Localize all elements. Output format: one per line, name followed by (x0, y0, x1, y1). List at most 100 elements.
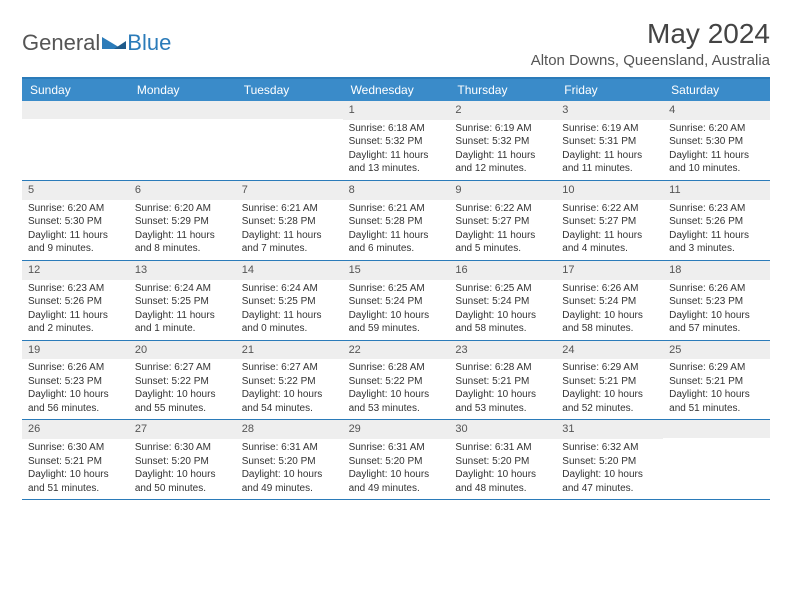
day-header-row: Sunday Monday Tuesday Wednesday Thursday… (22, 79, 770, 101)
day-info: Sunrise: 6:31 AMSunset: 5:20 PMDaylight:… (449, 439, 556, 499)
sunrise-text: Sunrise: 6:20 AM (669, 122, 764, 136)
sunrise-text: Sunrise: 6:31 AM (455, 441, 550, 455)
daylight-text: Daylight: 10 hours and 56 minutes. (28, 388, 123, 415)
day-info: Sunrise: 6:30 AMSunset: 5:20 PMDaylight:… (129, 439, 236, 499)
sunset-text: Sunset: 5:20 PM (242, 455, 337, 469)
sunrise-text: Sunrise: 6:28 AM (349, 361, 444, 375)
day-info: Sunrise: 6:29 AMSunset: 5:21 PMDaylight:… (663, 359, 770, 419)
day-info: Sunrise: 6:21 AMSunset: 5:28 PMDaylight:… (236, 200, 343, 260)
sunset-text: Sunset: 5:21 PM (669, 375, 764, 389)
calendar: Sunday Monday Tuesday Wednesday Thursday… (22, 77, 770, 500)
sunrise-text: Sunrise: 6:30 AM (28, 441, 123, 455)
sunset-text: Sunset: 5:32 PM (349, 135, 444, 149)
day-number: 20 (129, 341, 236, 360)
day-number: 4 (663, 101, 770, 120)
day-cell: 20Sunrise: 6:27 AMSunset: 5:22 PMDayligh… (129, 341, 236, 420)
day-info: Sunrise: 6:27 AMSunset: 5:22 PMDaylight:… (129, 359, 236, 419)
day-number: 23 (449, 341, 556, 360)
day-number: 24 (556, 341, 663, 360)
sunrise-text: Sunrise: 6:21 AM (349, 202, 444, 216)
day-number: 1 (343, 101, 450, 120)
daylight-text: Daylight: 10 hours and 58 minutes. (562, 309, 657, 336)
day-info: Sunrise: 6:20 AMSunset: 5:29 PMDaylight:… (129, 200, 236, 260)
sunset-text: Sunset: 5:20 PM (455, 455, 550, 469)
sunset-text: Sunset: 5:24 PM (349, 295, 444, 309)
daylight-text: Daylight: 11 hours and 3 minutes. (669, 229, 764, 256)
day-info: Sunrise: 6:24 AMSunset: 5:25 PMDaylight:… (129, 280, 236, 340)
sunset-text: Sunset: 5:24 PM (455, 295, 550, 309)
day-cell: 2Sunrise: 6:19 AMSunset: 5:32 PMDaylight… (449, 101, 556, 180)
day-cell: 17Sunrise: 6:26 AMSunset: 5:24 PMDayligh… (556, 261, 663, 340)
sunset-text: Sunset: 5:26 PM (669, 215, 764, 229)
daylight-text: Daylight: 11 hours and 0 minutes. (242, 309, 337, 336)
day-number (129, 101, 236, 119)
day-info: Sunrise: 6:32 AMSunset: 5:20 PMDaylight:… (556, 439, 663, 499)
day-cell: 21Sunrise: 6:27 AMSunset: 5:22 PMDayligh… (236, 341, 343, 420)
day-info: Sunrise: 6:19 AMSunset: 5:32 PMDaylight:… (449, 120, 556, 180)
day-cell: 12Sunrise: 6:23 AMSunset: 5:26 PMDayligh… (22, 261, 129, 340)
day-number: 18 (663, 261, 770, 280)
day-cell: 9Sunrise: 6:22 AMSunset: 5:27 PMDaylight… (449, 181, 556, 260)
daylight-text: Daylight: 11 hours and 7 minutes. (242, 229, 337, 256)
daylight-text: Daylight: 10 hours and 48 minutes. (455, 468, 550, 495)
day-cell: 24Sunrise: 6:29 AMSunset: 5:21 PMDayligh… (556, 341, 663, 420)
day-info: Sunrise: 6:24 AMSunset: 5:25 PMDaylight:… (236, 280, 343, 340)
daylight-text: Daylight: 10 hours and 55 minutes. (135, 388, 230, 415)
sunrise-text: Sunrise: 6:25 AM (455, 282, 550, 296)
day-number (663, 420, 770, 438)
daylight-text: Daylight: 10 hours and 57 minutes. (669, 309, 764, 336)
day-number: 27 (129, 420, 236, 439)
day-cell: 4Sunrise: 6:20 AMSunset: 5:30 PMDaylight… (663, 101, 770, 180)
day-cell: 14Sunrise: 6:24 AMSunset: 5:25 PMDayligh… (236, 261, 343, 340)
day-info: Sunrise: 6:31 AMSunset: 5:20 PMDaylight:… (236, 439, 343, 499)
sunset-text: Sunset: 5:32 PM (455, 135, 550, 149)
sunrise-text: Sunrise: 6:19 AM (562, 122, 657, 136)
sunrise-text: Sunrise: 6:31 AM (242, 441, 337, 455)
day-cell: 30Sunrise: 6:31 AMSunset: 5:20 PMDayligh… (449, 420, 556, 499)
weeks-container: 1Sunrise: 6:18 AMSunset: 5:32 PMDaylight… (22, 101, 770, 500)
day-cell: 10Sunrise: 6:22 AMSunset: 5:27 PMDayligh… (556, 181, 663, 260)
day-number: 11 (663, 181, 770, 200)
sunrise-text: Sunrise: 6:20 AM (28, 202, 123, 216)
sunset-text: Sunset: 5:23 PM (28, 375, 123, 389)
sunrise-text: Sunrise: 6:24 AM (242, 282, 337, 296)
day-cell: 19Sunrise: 6:26 AMSunset: 5:23 PMDayligh… (22, 341, 129, 420)
daylight-text: Daylight: 11 hours and 11 minutes. (562, 149, 657, 176)
sunset-text: Sunset: 5:26 PM (28, 295, 123, 309)
day-number: 29 (343, 420, 450, 439)
daylight-text: Daylight: 10 hours and 53 minutes. (349, 388, 444, 415)
day-cell: 15Sunrise: 6:25 AMSunset: 5:24 PMDayligh… (343, 261, 450, 340)
sunset-text: Sunset: 5:27 PM (562, 215, 657, 229)
logo-triangle-icon (102, 35, 126, 51)
day-info: Sunrise: 6:26 AMSunset: 5:23 PMDaylight:… (22, 359, 129, 419)
sunset-text: Sunset: 5:22 PM (349, 375, 444, 389)
day-info: Sunrise: 6:25 AMSunset: 5:24 PMDaylight:… (343, 280, 450, 340)
day-cell (236, 101, 343, 180)
day-number: 25 (663, 341, 770, 360)
sunrise-text: Sunrise: 6:27 AM (242, 361, 337, 375)
day-number: 13 (129, 261, 236, 280)
day-cell (663, 420, 770, 499)
daylight-text: Daylight: 11 hours and 13 minutes. (349, 149, 444, 176)
day-cell: 13Sunrise: 6:24 AMSunset: 5:25 PMDayligh… (129, 261, 236, 340)
day-cell: 27Sunrise: 6:30 AMSunset: 5:20 PMDayligh… (129, 420, 236, 499)
day-cell: 7Sunrise: 6:21 AMSunset: 5:28 PMDaylight… (236, 181, 343, 260)
sunset-text: Sunset: 5:22 PM (242, 375, 337, 389)
sunrise-text: Sunrise: 6:22 AM (562, 202, 657, 216)
day-header-thursday: Thursday (449, 79, 556, 101)
title-block: May 2024 Alton Downs, Queensland, Austra… (531, 18, 770, 69)
day-cell: 3Sunrise: 6:19 AMSunset: 5:31 PMDaylight… (556, 101, 663, 180)
header: General Blue May 2024 Alton Downs, Queen… (22, 18, 770, 69)
day-info: Sunrise: 6:26 AMSunset: 5:23 PMDaylight:… (663, 280, 770, 340)
daylight-text: Daylight: 10 hours and 53 minutes. (455, 388, 550, 415)
sunset-text: Sunset: 5:25 PM (135, 295, 230, 309)
daylight-text: Daylight: 10 hours and 51 minutes. (28, 468, 123, 495)
day-number: 19 (22, 341, 129, 360)
day-header-monday: Monday (129, 79, 236, 101)
daylight-text: Daylight: 10 hours and 51 minutes. (669, 388, 764, 415)
day-info: Sunrise: 6:23 AMSunset: 5:26 PMDaylight:… (663, 200, 770, 260)
sunrise-text: Sunrise: 6:30 AM (135, 441, 230, 455)
day-cell: 16Sunrise: 6:25 AMSunset: 5:24 PMDayligh… (449, 261, 556, 340)
logo: General Blue (22, 30, 171, 56)
daylight-text: Daylight: 10 hours and 49 minutes. (242, 468, 337, 495)
